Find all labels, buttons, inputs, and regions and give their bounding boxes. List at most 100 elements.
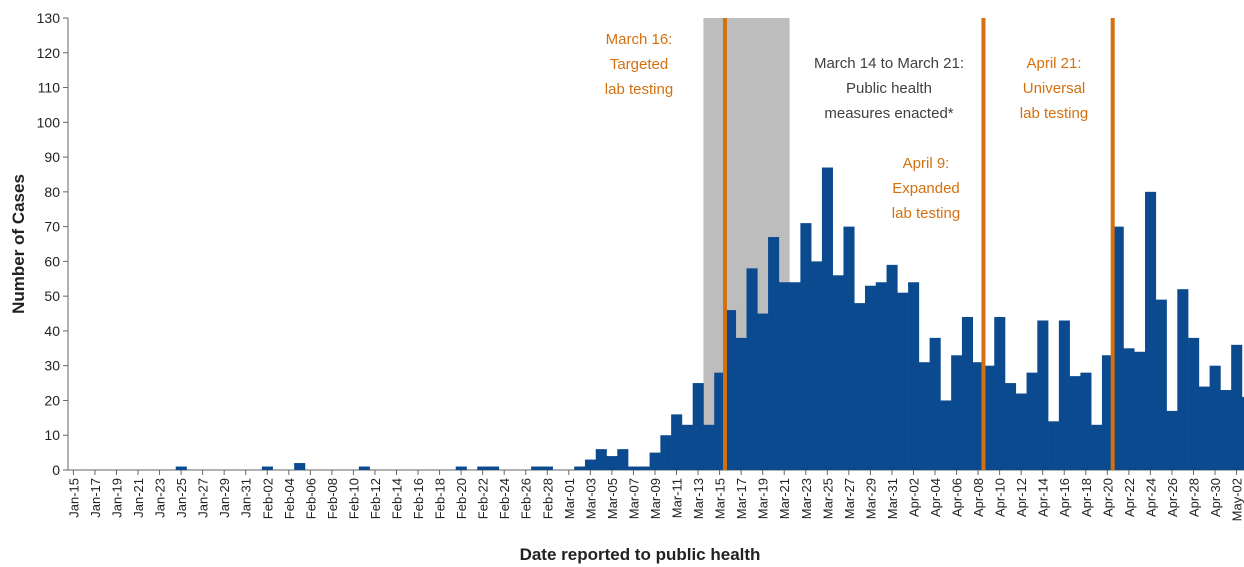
annotation: Public health <box>846 80 932 97</box>
bar <box>455 466 467 470</box>
bar <box>800 223 812 470</box>
annotation: Universal <box>1023 80 1086 97</box>
bar <box>1241 396 1244 470</box>
bar <box>1015 393 1027 470</box>
y-tick-label: 130 <box>37 10 61 26</box>
x-tick-label: Mar-05 <box>605 478 620 519</box>
x-tick-label: Apr-18 <box>1079 478 1094 517</box>
bar <box>832 275 844 470</box>
x-tick-label: Feb-14 <box>390 478 405 519</box>
bar <box>1231 344 1243 470</box>
bar <box>768 237 780 470</box>
bar <box>617 449 629 470</box>
x-tick-label: Feb-22 <box>476 478 491 519</box>
bar <box>477 466 489 470</box>
bar <box>1112 226 1124 470</box>
bar <box>1080 372 1092 470</box>
bar <box>1101 355 1114 470</box>
bar <box>358 466 370 470</box>
bar <box>961 317 973 470</box>
bar <box>854 303 866 470</box>
x-tick-label: Apr-04 <box>928 478 943 517</box>
x-tick-label: Feb-12 <box>368 478 383 519</box>
x-tick-label: Feb-18 <box>433 478 448 519</box>
annotation: Expanded <box>892 180 960 197</box>
x-tick-label: Apr-08 <box>971 478 986 517</box>
bar <box>1145 191 1157 470</box>
bar <box>983 365 995 470</box>
bar <box>746 268 758 470</box>
bar <box>1069 376 1081 470</box>
bar <box>972 362 984 470</box>
x-tick-label: Mar-11 <box>670 478 685 518</box>
bar <box>875 282 887 470</box>
bar <box>1048 421 1060 470</box>
bar <box>531 466 543 470</box>
x-tick-label: Apr-06 <box>950 478 965 517</box>
x-tick-label: Feb-10 <box>346 478 361 519</box>
annotation: March 14 to March 21: <box>814 55 964 72</box>
y-tick-label: 120 <box>37 45 61 61</box>
bar <box>778 282 790 470</box>
x-tick-label: May-02 <box>1230 478 1244 521</box>
x-tick-label: Feb-28 <box>540 478 555 519</box>
x-tick-label: Jan-19 <box>109 478 124 518</box>
x-tick-label: Mar-21 <box>777 478 792 519</box>
x-tick-label: Apr-22 <box>1122 478 1137 517</box>
x-tick-label: Mar-03 <box>583 478 598 519</box>
bar <box>1091 424 1103 470</box>
bar <box>886 264 898 470</box>
y-tick-label: 10 <box>44 427 60 443</box>
bar <box>897 292 909 470</box>
y-tick-label: 30 <box>44 358 60 374</box>
bar <box>703 424 715 470</box>
x-tick-label: Apr-24 <box>1143 478 1158 517</box>
x-tick-label: Jan-25 <box>174 478 189 518</box>
x-tick-label: Jan-31 <box>239 478 254 518</box>
x-tick-label: Jan-15 <box>66 478 81 518</box>
bar <box>175 466 187 470</box>
bar <box>1166 410 1178 470</box>
x-tick-label: Mar-23 <box>799 478 814 519</box>
annotation: Targeted <box>610 56 668 73</box>
y-tick-label: 20 <box>44 392 60 408</box>
bar <box>908 282 920 470</box>
x-tick-label: Feb-26 <box>519 478 534 519</box>
x-tick-label: Apr-16 <box>1057 478 1072 517</box>
bar <box>595 449 607 470</box>
y-tick-label: 50 <box>44 288 60 304</box>
bar <box>1005 383 1017 470</box>
x-tick-label: Mar-17 <box>734 478 749 519</box>
bar <box>1188 337 1200 470</box>
annotation: lab testing <box>605 81 673 98</box>
x-tick-label: Apr-20 <box>1100 478 1115 517</box>
bar <box>671 414 683 470</box>
x-tick-label: Apr-28 <box>1186 478 1201 517</box>
bar <box>1058 320 1070 470</box>
bar <box>714 372 726 470</box>
x-tick-label: Apr-30 <box>1208 478 1223 517</box>
x-axis-title: Date reported to public health <box>520 545 761 564</box>
bar <box>789 282 801 470</box>
bar <box>681 424 693 470</box>
x-tick-label: Feb-08 <box>325 478 340 519</box>
bar <box>628 466 640 470</box>
annotation: April 21: <box>1026 55 1081 72</box>
bar <box>929 337 941 470</box>
x-tick-label: Mar-09 <box>648 478 663 519</box>
bar <box>994 317 1006 470</box>
x-tick-label: Mar-15 <box>713 478 728 519</box>
bar <box>1177 289 1189 470</box>
bar <box>940 400 952 470</box>
bar <box>1198 386 1210 470</box>
bar <box>1209 365 1221 470</box>
y-tick-label: 80 <box>44 184 60 200</box>
annotation: lab testing <box>1020 105 1088 122</box>
x-tick-label: Apr-26 <box>1165 478 1180 517</box>
bar <box>1026 372 1038 470</box>
x-tick-label: Apr-02 <box>906 478 921 517</box>
bar <box>724 310 737 470</box>
y-tick-label: 100 <box>37 114 61 130</box>
x-tick-label: Mar-19 <box>756 478 771 519</box>
